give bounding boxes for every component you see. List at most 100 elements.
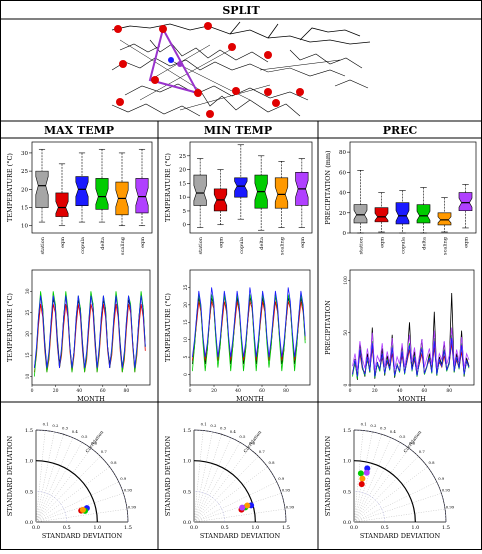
taylor-point-4 xyxy=(358,481,365,488)
x-axis-label: STANDARD DEVIATION xyxy=(360,532,441,540)
y-axis-label: TEMPERATURE (°C) xyxy=(164,153,172,222)
map-rivers xyxy=(119,39,341,111)
y-tick-label: 15 xyxy=(179,181,186,187)
col-heading-maxtemp: MAX TEMP xyxy=(44,124,114,137)
map-station-dot xyxy=(206,110,214,118)
correlation-ray xyxy=(353,508,446,523)
category-label: delta xyxy=(100,237,106,250)
correlation-tick-label: 0.6 xyxy=(91,440,98,445)
x-tick-label: 80 xyxy=(283,388,289,394)
correlation-ray xyxy=(35,493,124,523)
x-axis-label: MONTH xyxy=(77,395,105,403)
correlation-tick-label: 0.1 xyxy=(361,422,367,427)
map-coastline xyxy=(111,21,371,45)
correlation-ray xyxy=(193,442,241,523)
x-tick-label: 0 xyxy=(349,388,352,394)
box-plot-prec-box: 0 20 40 60 80 station eqm copula delta scaling eqm… xyxy=(324,141,477,255)
y-axis-label: TEMPERATURE (°C) xyxy=(6,293,14,362)
y-tick-label: 60 xyxy=(339,170,346,176)
sd-arc xyxy=(35,491,67,523)
y-tick-label: 20 xyxy=(183,302,189,308)
correlation-ray xyxy=(193,466,268,523)
y-tick-label: 5 xyxy=(183,356,189,359)
category-label: station xyxy=(359,236,365,254)
y-tick-label: 0.5 xyxy=(343,489,351,495)
taylor-point-4 xyxy=(239,504,246,511)
box-4 xyxy=(274,177,289,209)
correlation-ray xyxy=(353,466,428,523)
x-tick-label: 0.5 xyxy=(221,525,229,531)
y-tick-label: 0 xyxy=(183,223,187,229)
series-line-4 xyxy=(352,337,470,377)
y-tick-label: 15 xyxy=(25,352,31,358)
map-station-dot xyxy=(119,60,127,68)
category-label: eqm xyxy=(464,237,470,248)
x-tick-label: 1.5 xyxy=(442,525,450,531)
map-station-dot xyxy=(168,57,174,63)
x-tick-label: 80 xyxy=(446,388,452,394)
correlation-tick-label: 0.6 xyxy=(409,440,416,445)
taylor-diagram-maxtemp-taylor: 0.1 0.20.30.40.50.60.70.80.90.950.99Corre… xyxy=(6,422,137,540)
y-axis-label: TEMPERATURE (°C) xyxy=(6,153,14,222)
correlation-ray xyxy=(35,466,110,523)
correlation-tick-label: 0.95 xyxy=(282,488,291,493)
map-station-dot xyxy=(159,25,167,33)
x-tick-label: 40 xyxy=(235,388,241,394)
map-station-dot xyxy=(264,88,272,96)
category-label: eqm xyxy=(380,237,386,248)
reference-arc xyxy=(193,460,256,523)
x-tick-label: 0.0 xyxy=(350,525,358,531)
category-label: copula xyxy=(239,237,245,254)
y-tick-label: 25 xyxy=(183,284,189,290)
box-2 xyxy=(75,176,89,206)
box-plot-mintemp-box: 0 5 10 15 20 25 station eqm copula delta scaling eq… xyxy=(164,141,313,255)
y-tick-label: 1.0 xyxy=(183,459,191,465)
y-axis-label: STANDARD DEVIATION xyxy=(164,436,172,517)
sd-arc xyxy=(353,429,447,523)
x-tick-label: 20 xyxy=(372,388,378,394)
correlation-ray xyxy=(193,434,222,523)
y-axis-label: PRECIPITATION (mm) xyxy=(324,150,332,225)
correlation-ray xyxy=(35,481,119,523)
correlation-tick-label: 0.2 xyxy=(370,423,377,428)
correlation-ray xyxy=(35,456,101,523)
correlation-tick-label: 0.5 xyxy=(239,434,246,439)
y-tick-label: 10 xyxy=(25,373,31,379)
correlation-tick-label: 0.9 xyxy=(120,476,127,481)
box-1 xyxy=(55,192,69,217)
x-tick-label: 0.0 xyxy=(190,525,198,531)
x-tick-label: 1.5 xyxy=(124,525,132,531)
correlation-ray xyxy=(193,437,231,523)
taylor-diagram-prec-taylor: 0.1 0.20.30.40.50.60.70.80.90.950.99Corre… xyxy=(324,422,455,540)
y-tick-label: 0 xyxy=(343,383,349,386)
correlation-ray xyxy=(193,431,213,523)
correlation-tick-label: 0.8 xyxy=(269,460,276,465)
x-axis-label: MONTH xyxy=(398,395,426,403)
correlation-ray xyxy=(353,493,442,523)
correlation-tick-label: 0.4 xyxy=(230,429,237,434)
y-axis-label: PRECIPITATION xyxy=(324,300,332,355)
x-tick-label: 1.5 xyxy=(282,525,290,531)
map-station-dot xyxy=(114,25,122,33)
taylor-point-2 xyxy=(357,470,364,477)
correlation-tick-label: 0.9 xyxy=(278,476,285,481)
category-label: eqm xyxy=(300,237,306,248)
y-tick-label: 50 xyxy=(343,330,349,336)
y-axis-label: TEMPERATURE (°C) xyxy=(164,293,172,362)
correlation-tick-label: 0.95 xyxy=(124,488,133,493)
series-line-3 xyxy=(34,295,146,369)
y-tick-label: 100 xyxy=(343,276,349,285)
sd-arc xyxy=(353,491,385,523)
correlation-tick-label: 0.7 xyxy=(259,449,266,454)
station-map xyxy=(111,21,371,118)
map-borders xyxy=(111,39,369,117)
y-tick-label: 1.5 xyxy=(183,428,191,434)
correlation-tick-label: 0.99 xyxy=(446,504,455,509)
x-tick-label: 60 xyxy=(422,388,428,394)
correlation-ray xyxy=(35,442,83,523)
correlation-tick-label: 0.4 xyxy=(72,429,79,434)
correlation-tick-label: 0.3 xyxy=(220,426,227,431)
y-tick-label: 0.0 xyxy=(183,520,191,526)
correlation-tick-label: 0.1 xyxy=(43,422,49,427)
